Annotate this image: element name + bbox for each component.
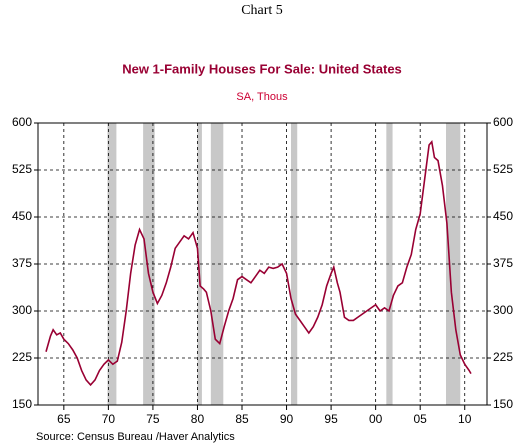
y2-tick-label: 375 bbox=[493, 256, 513, 270]
y2-tick-label: 150 bbox=[493, 397, 513, 411]
chart-title: New 1-Family Houses For Sale: United Sta… bbox=[122, 61, 402, 76]
series-line bbox=[45, 139, 472, 387]
recession-band bbox=[386, 123, 393, 405]
x-tick-label: 90 bbox=[280, 412, 294, 426]
y-tick-label: 225 bbox=[12, 350, 32, 364]
chart-subtitle: SA, Thous bbox=[236, 91, 288, 103]
y2-tick-label: 225 bbox=[493, 350, 513, 364]
x-tick-label: 85 bbox=[235, 412, 249, 426]
y2-tick-label: 300 bbox=[493, 303, 513, 317]
source-note: Source: Census Bureau /Haver Analytics bbox=[36, 431, 235, 443]
x-tick-label: 05 bbox=[414, 412, 428, 426]
y2-tick-label: 525 bbox=[493, 162, 513, 176]
y-tick-label: 600 bbox=[12, 115, 32, 129]
y-tick-label: 150 bbox=[12, 397, 32, 411]
x-tick-label: 10 bbox=[458, 412, 472, 426]
y-tick-label: 300 bbox=[12, 303, 32, 317]
recession-band bbox=[197, 123, 202, 405]
plot-frame bbox=[37, 122, 488, 406]
y2-tick-label: 600 bbox=[493, 115, 513, 129]
x-tick-label: 80 bbox=[191, 412, 205, 426]
x-tick-label: 95 bbox=[324, 412, 338, 426]
y-tick-label: 525 bbox=[12, 162, 32, 176]
x-tick-label: 65 bbox=[57, 412, 71, 426]
y2-tick-label: 450 bbox=[493, 209, 513, 223]
y-tick-label: 450 bbox=[12, 209, 32, 223]
x-tick-label: 00 bbox=[369, 412, 383, 426]
x-tick-label: 70 bbox=[102, 412, 116, 426]
y-tick-label: 375 bbox=[12, 256, 32, 270]
chart-header: Chart 5 bbox=[241, 3, 283, 18]
recession-band bbox=[291, 123, 298, 405]
x-tick-label: 75 bbox=[146, 412, 160, 426]
